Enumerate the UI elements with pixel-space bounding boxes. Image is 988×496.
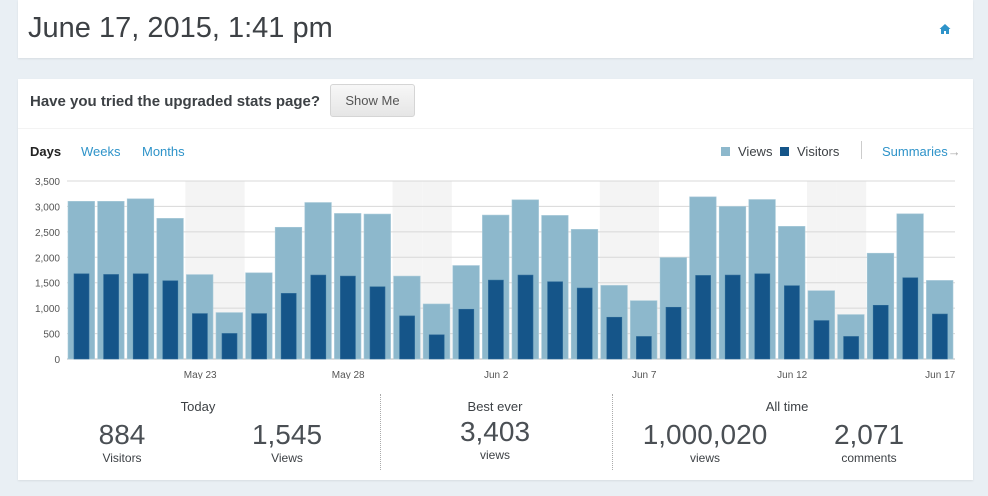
divider [18,128,973,129]
visitors-bar [221,333,238,360]
visitors-bar [340,275,356,360]
visitors-bar [162,280,179,360]
visitors-bar [73,273,90,360]
visitors-bar [310,274,327,360]
visitors-bar [103,274,119,360]
tab-days[interactable]: Days [30,144,62,159]
visitors-bar [428,334,445,360]
all-time-views-label: views [689,451,720,465]
x-tick-label: May 23 [184,370,217,379]
today-label: Today [180,399,216,414]
y-tick-label: 1,000 [35,304,60,315]
x-tick-label: Jun 7 [632,370,657,379]
y-tick-label: 3,500 [35,177,60,188]
best-ever-label: Best ever [467,399,523,414]
visitors-bar [695,275,711,360]
visitors-bar [872,304,889,360]
today-visitors-value: 884 [98,419,146,450]
today-visitors: 884 Visitors [72,417,172,465]
stats-card: Have you tried the upgraded stats page? … [18,79,973,480]
legend-divider [861,141,862,159]
legend-visitors: Visitors [780,144,839,159]
today-views-value: 1,545 [251,419,323,450]
all-time-comments-label: comments [841,451,897,465]
visitors-bar [606,316,623,360]
divider [612,394,613,470]
views-swatch [721,147,730,156]
today-views: 1,545 Views [227,417,347,465]
visitors-bar [488,279,504,360]
visitors-bar [813,320,830,360]
visitors-bar [932,313,948,360]
upgrade-prompt: Have you tried the upgraded stats page? [30,93,321,110]
all-time-views-value: 1,000,020 [642,419,768,450]
visitors-bar [280,293,297,360]
divider [380,394,381,470]
y-tick-label: 1,500 [35,279,60,290]
x-tick-label: Jun 17 [925,370,955,379]
views-chart: 0 500 1,000 1,500 2,000 2,500 3,000 3,500 May 23… [35,177,956,379]
visitors-bar [902,277,919,360]
visitors-bar [369,286,386,360]
best-ever-value: 3,403 [459,416,531,447]
tab-months[interactable]: Months [142,144,185,159]
tab-weeks[interactable]: Weeks [81,144,121,159]
all-time-comments: 2,071 comments [814,417,924,465]
y-tick-label: 0 [54,355,60,366]
summaries-link[interactable]: Summaries→ [882,144,961,159]
y-tick-label: 500 [43,330,60,341]
stats-all-time: All time [717,399,857,414]
visitors-bar [132,273,149,360]
visitors-bar [517,274,534,360]
visitors-bar [724,274,741,360]
visitors-bar [458,308,475,360]
visitors-bar [547,281,563,360]
visitors-bar [665,306,682,360]
visitors-bar [576,287,593,360]
today-views-label: Views [271,451,303,465]
visitors-bar [784,285,800,360]
all-time-comments-value: 2,071 [833,419,905,450]
show-me-button[interactable]: Show Me [330,84,415,117]
legend-views-label: Views [738,144,773,159]
legend-views: Views [721,144,772,159]
x-tick-label: Jun 2 [484,370,509,379]
y-tick-label: 3,000 [35,202,60,213]
today-visitors-label: Visitors [102,451,142,465]
all-time-label: All time [765,399,809,414]
visitors-bar [399,315,415,360]
summaries-label: Summaries [882,144,948,159]
visitors-bar [192,313,208,360]
all-time-views: 1,000,020 views [630,417,780,465]
visitors-bar [636,336,652,360]
y-tick-label: 2,500 [35,228,60,239]
arrow-right-icon: → [947,144,961,159]
best-ever-views-label: views [479,448,510,462]
visitors-bar [251,313,267,360]
x-tick-label: May 28 [332,370,365,379]
visitors-swatch [780,147,789,156]
header-card: June 17, 2015, 1:41 pm [18,0,973,58]
legend-visitors-label: Visitors [797,144,840,159]
visitors-bar [843,336,859,360]
x-tick-label: Jun 12 [777,370,807,379]
home-icon[interactable] [939,23,951,35]
visitors-bar [754,273,771,360]
y-tick-label: 2,000 [35,253,60,264]
stats-today: Today [98,399,298,414]
stats-best-ever: Best ever 3,403 views [425,399,565,462]
page-title: June 17, 2015, 1:41 pm [28,12,333,44]
